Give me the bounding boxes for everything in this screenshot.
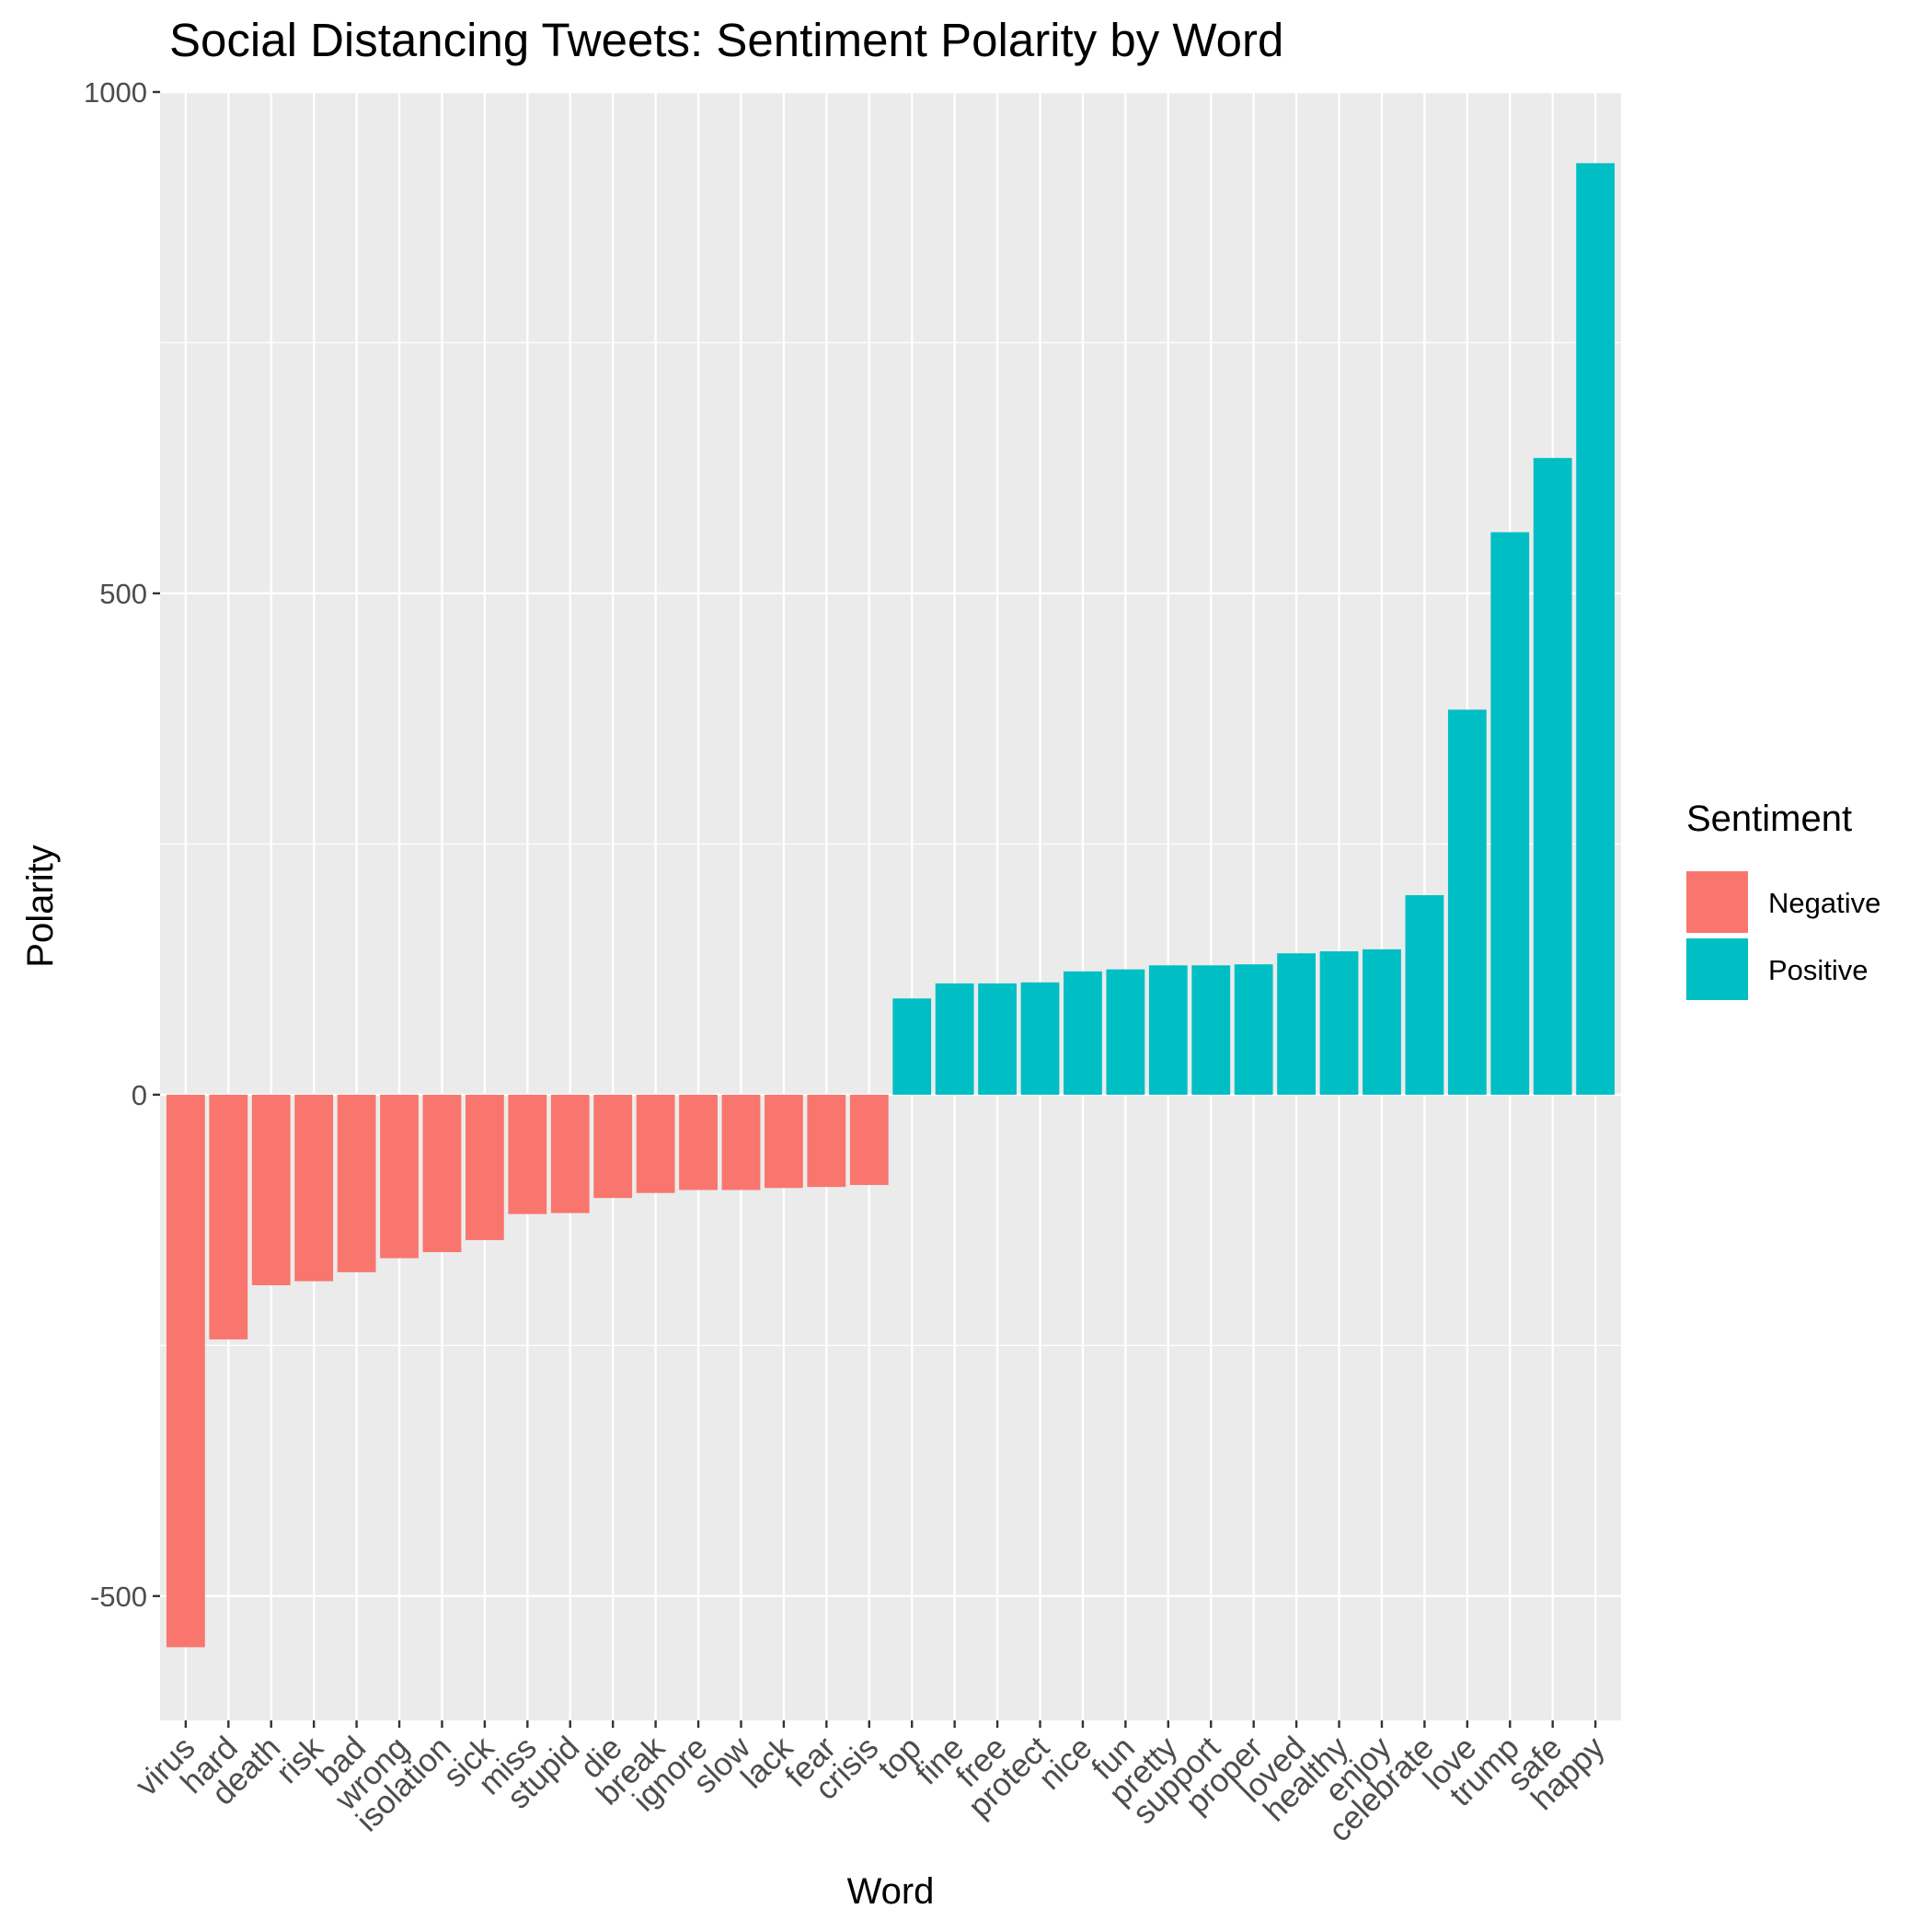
legend-key-positive [1686,938,1748,1000]
legend-key-negative [1686,871,1748,933]
bar-miss [508,1094,547,1214]
bar-proper [1234,964,1273,1095]
bar-slow [721,1094,761,1190]
bar-trump [1490,532,1530,1095]
bar-lack [765,1094,803,1189]
x-axis-title: Word [847,1871,935,1912]
bar-hard [209,1094,248,1340]
x-axis-ticks: virusharddeathriskbadwrongisolationsickm… [129,1720,1612,1848]
y-tick-label: 0 [132,1079,147,1111]
bar-ignore [679,1094,718,1190]
y-axis-ticks: -500 0 500 1000 [84,76,160,1613]
grid-major [160,90,1621,1720]
legend-items: Negative Positive [1686,871,1880,1000]
bar-virus [166,1094,205,1648]
bar-nice [1064,971,1102,1095]
bar-wrong [380,1094,419,1259]
legend-label-negative: Negative [1768,887,1880,919]
bar-celebrate [1405,895,1444,1095]
legend-title: Sentiment [1686,799,1852,839]
chart-title: Social Distancing Tweets: Sentiment Pola… [169,14,1283,66]
bar-healthy [1319,951,1359,1095]
bar-bad [337,1094,376,1272]
bars [166,163,1616,1648]
plot-panel [160,92,1621,1720]
y-tick-label: 500 [99,578,147,610]
bar-free [978,983,1017,1095]
bar-death [251,1094,291,1285]
bar-risk [294,1094,334,1282]
bar-die [593,1094,633,1199]
y-tick-label: 1000 [84,76,147,109]
y-tick-label: -500 [90,1581,147,1613]
bar-support [1191,965,1231,1095]
bar-sick [465,1094,504,1240]
bar-fun [1106,969,1145,1095]
bar-safe [1533,457,1572,1095]
bar-fine [935,983,974,1095]
bar-protect [1020,982,1060,1095]
grid-minor [160,341,1621,1346]
y-axis-title: Polarity [20,845,61,967]
bar-isolation [422,1094,462,1253]
bar-love [1447,709,1487,1095]
legend-label-positive: Positive [1768,954,1869,986]
bar-happy [1576,163,1616,1095]
bar-break [636,1094,675,1193]
bar-crisis [849,1094,889,1185]
bar-stupid [550,1094,590,1213]
bar-fear [807,1094,846,1188]
bar-pretty [1148,965,1188,1095]
bar-loved [1277,953,1317,1095]
bar-enjoy [1363,949,1401,1095]
bar-top [892,998,932,1095]
legend: Sentiment Negative Positive [1686,799,1880,1000]
